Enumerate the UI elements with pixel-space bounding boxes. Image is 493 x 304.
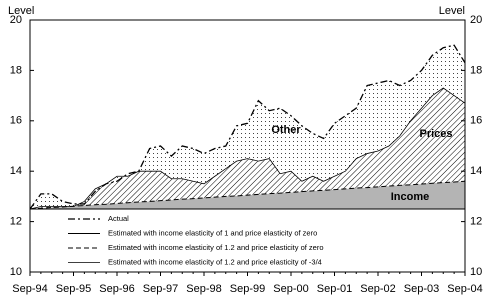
y-tick-label: 20	[10, 14, 22, 26]
series-line	[29, 44, 466, 210]
area-label: Income	[391, 191, 430, 203]
y2-tick-label: 18	[470, 64, 482, 76]
x-tick-label: Sep-02	[360, 283, 395, 295]
x-tick-label: Sep-04	[447, 283, 482, 295]
y2-tick-label: 12	[470, 216, 482, 228]
y2-tick-label: 10	[470, 266, 482, 278]
x-tick-label: Sep-01	[317, 283, 352, 295]
x-tick-label: Sep-03	[404, 283, 439, 295]
area-band	[30, 45, 465, 210]
series-line	[29, 87, 466, 210]
y-tick-label: 10	[10, 266, 22, 278]
legend-label: Estimated with income elasticity of 1 an…	[108, 228, 317, 237]
legend-label: Estimated with income elasticity of 1.2 …	[108, 257, 322, 266]
series-line	[29, 180, 466, 210]
x-tick-label: Sep-98	[186, 283, 221, 295]
x-tick-label: Sep-00	[273, 283, 308, 295]
x-tick-label: Sep-99	[230, 283, 265, 295]
y-tick-label: 12	[10, 216, 22, 228]
y-axis-label: Level	[8, 5, 34, 17]
area-label: Prices	[419, 128, 452, 140]
x-tick-label: Sep-96	[99, 283, 134, 295]
area-band	[30, 88, 465, 209]
y2-tick-label: 14	[470, 165, 482, 177]
x-tick-label: Sep-94	[12, 283, 47, 295]
x-tick-label: Sep-97	[143, 283, 178, 295]
y2-axis-label: Level	[439, 5, 465, 17]
x-tick-label: Sep-95	[56, 283, 91, 295]
area-label: Other	[271, 124, 301, 136]
legend	[58, 211, 428, 269]
legend-label: Estimated with income elasticity of 1.2 …	[108, 243, 324, 252]
y2-tick-label: 16	[470, 115, 482, 127]
y2-tick-label: 20	[470, 14, 482, 26]
legend-label: Actual	[108, 214, 129, 223]
y-tick-label: 18	[10, 64, 22, 76]
y-tick-label: 14	[10, 165, 22, 177]
y-tick-label: 16	[10, 115, 22, 127]
